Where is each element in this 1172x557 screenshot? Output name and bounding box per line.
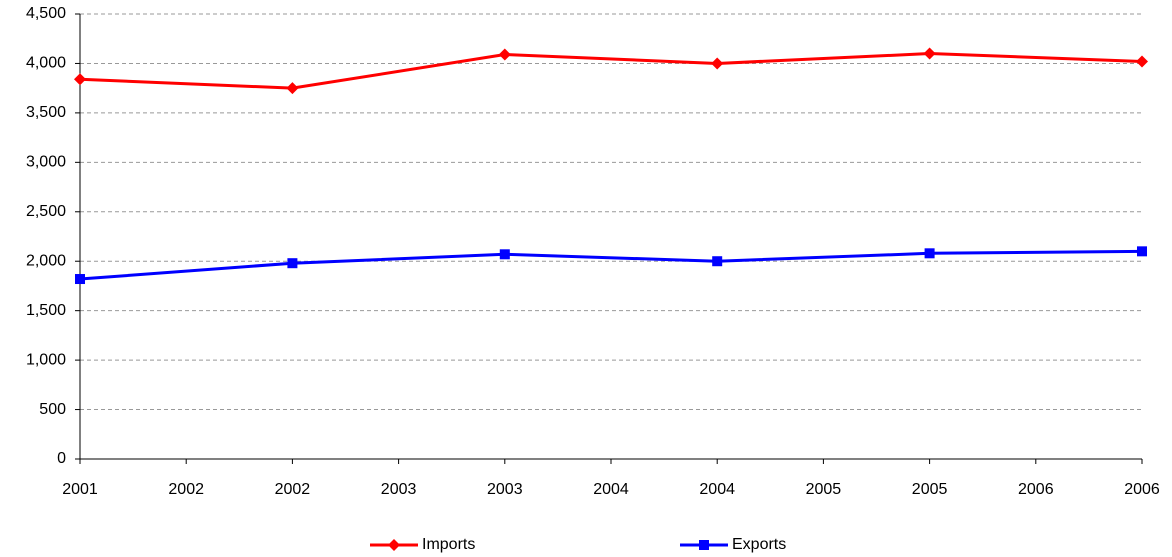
- marker: [286, 82, 299, 95]
- y-tick-label: 2,500: [26, 203, 66, 220]
- marker: [74, 73, 86, 86]
- y-tick-label: 500: [39, 401, 66, 418]
- y-tick-label: 1,500: [26, 302, 66, 319]
- y-tick-label: 4,500: [26, 5, 66, 22]
- marker: [1137, 246, 1147, 257]
- marker: [923, 47, 936, 60]
- marker: [712, 256, 723, 267]
- marker: [499, 249, 510, 260]
- marker: [711, 57, 724, 70]
- marker: [1136, 55, 1148, 68]
- x-tick-label: 2002: [275, 481, 311, 498]
- x-tick-label: 2005: [806, 481, 842, 498]
- y-tick-label: 3,000: [26, 154, 66, 171]
- x-tick-label: 2004: [593, 481, 629, 498]
- x-tick-label: 2002: [168, 481, 204, 498]
- x-tick-label: 2005: [912, 481, 948, 498]
- y-tick-label: 3,500: [26, 104, 66, 121]
- x-tick-label: 2006: [1124, 481, 1160, 498]
- marker: [287, 258, 298, 269]
- marker: [75, 274, 85, 285]
- marker: [388, 539, 400, 551]
- marker: [924, 248, 935, 259]
- x-tick-label: 2003: [487, 481, 523, 498]
- marker: [699, 540, 709, 550]
- y-tick-label: 0: [57, 450, 66, 467]
- series-line: [79, 52, 1143, 90]
- marker: [498, 48, 511, 61]
- x-tick-label: 2003: [381, 481, 417, 498]
- y-tick-label: 4,000: [26, 55, 66, 72]
- y-tick-label: 1,000: [26, 351, 66, 368]
- x-tick-label: 2001: [62, 481, 98, 498]
- series-line: [79, 249, 1143, 281]
- y-tick-label: 2,000: [26, 252, 66, 269]
- x-tick-label: 2004: [699, 481, 735, 498]
- legend-label: Exports: [732, 536, 786, 553]
- legend-label: Imports: [422, 536, 475, 553]
- x-tick-label: 2006: [1018, 481, 1054, 498]
